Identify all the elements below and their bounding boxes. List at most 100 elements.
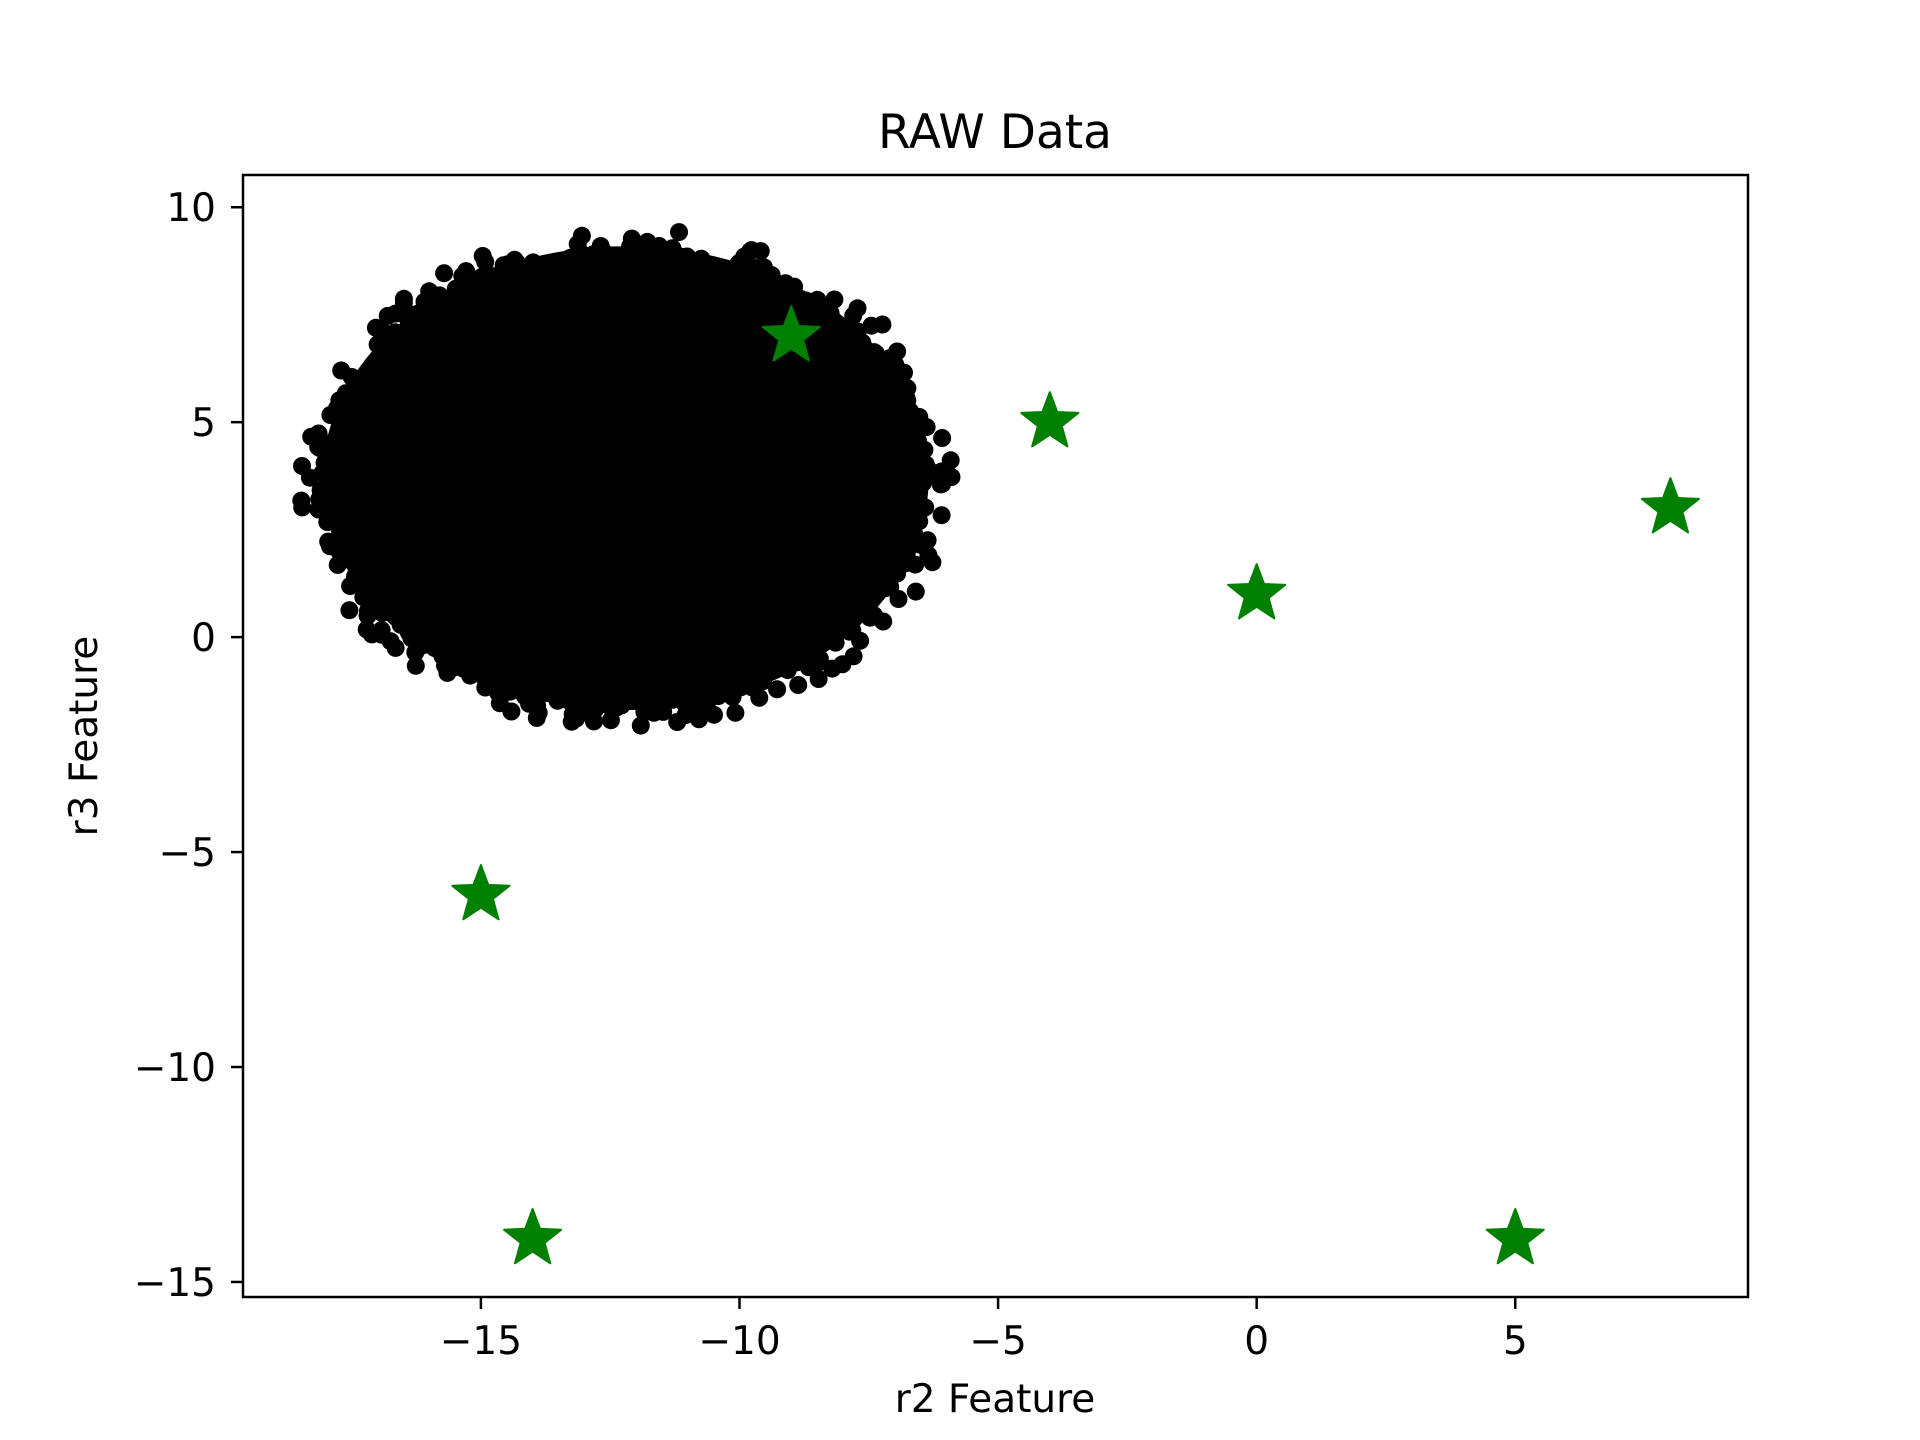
cluster-point: [300, 468, 319, 487]
cluster-point: [898, 379, 917, 398]
y-tick-label: −15: [134, 1261, 216, 1306]
cluster-point: [862, 316, 881, 335]
cluster-point: [852, 569, 871, 588]
cluster-point: [354, 536, 373, 555]
cluster-point: [736, 289, 755, 308]
cluster-point: [597, 257, 616, 276]
cluster-point: [631, 679, 650, 698]
cluster-point: [340, 475, 358, 494]
star-point: [1020, 391, 1080, 448]
cluster-point: [584, 712, 603, 731]
cluster-point: [797, 617, 816, 636]
cluster-point: [373, 341, 392, 360]
cluster-point: [941, 451, 960, 470]
cluster-point: [891, 401, 910, 420]
cluster-point: [670, 223, 688, 242]
cluster-point: [446, 279, 465, 298]
cluster-point: [410, 594, 429, 613]
cluster-point: [438, 626, 457, 645]
cluster-point: [887, 556, 905, 575]
cluster-point: [783, 625, 802, 644]
cluster-point: [813, 329, 832, 348]
plot-area: [292, 223, 1700, 1265]
y-tick-label: 0: [191, 616, 216, 661]
cluster-point: [330, 543, 349, 562]
cluster-point: [767, 645, 786, 664]
cluster-point: [677, 664, 696, 683]
cluster-point: [690, 696, 709, 715]
cluster-point: [533, 272, 552, 291]
cluster-point: [328, 399, 346, 418]
cluster-point: [467, 299, 486, 318]
cluster-point: [402, 626, 421, 645]
cluster-point: [852, 335, 871, 354]
cluster-point: [729, 254, 748, 273]
cluster-point: [622, 229, 641, 248]
cluster-point: [833, 655, 852, 674]
cluster-point: [729, 651, 748, 670]
cluster-point: [836, 354, 855, 373]
cluster-point: [734, 271, 753, 289]
x-tick-label: −15: [440, 1319, 522, 1364]
cluster-point: [569, 262, 588, 281]
cluster-point: [883, 371, 902, 390]
star-point: [761, 305, 821, 362]
cluster-point: [776, 274, 795, 293]
cluster-point: [494, 256, 513, 275]
cluster-point: [431, 611, 450, 630]
cluster-point: [315, 453, 334, 472]
cluster-point: [340, 601, 359, 620]
cluster-point: [870, 553, 888, 572]
cluster-point: [358, 503, 377, 521]
cluster-point: [361, 368, 380, 387]
cluster-point: [548, 691, 567, 710]
cluster-point: [839, 597, 858, 616]
cluster-point: [498, 670, 517, 688]
cluster-point: [343, 518, 362, 537]
cluster-point: [462, 274, 481, 293]
cluster-point: [751, 242, 770, 261]
cluster-point: [933, 429, 952, 447]
cluster-point: [387, 575, 406, 594]
cluster-point: [382, 373, 401, 392]
cluster-point: [883, 527, 902, 546]
cluster-core: [322, 246, 929, 710]
cluster-point: [706, 681, 725, 700]
x-tick-label: −5: [969, 1319, 1027, 1364]
cluster-point: [889, 590, 908, 608]
cluster-point: [611, 261, 630, 279]
cluster-point: [808, 629, 827, 648]
cluster-point: [529, 703, 548, 722]
cluster-point: [825, 290, 844, 309]
cluster-point: [688, 264, 707, 283]
cluster-point: [631, 716, 650, 735]
cluster-point: [637, 249, 656, 268]
plot-frame: [241, 173, 1750, 1299]
cluster-point: [872, 393, 891, 412]
cluster-point: [877, 574, 896, 593]
cluster-point: [445, 315, 464, 334]
cluster-point: [666, 687, 685, 706]
cluster-point: [435, 264, 454, 283]
cluster-point: [551, 271, 570, 290]
cluster-point: [754, 672, 772, 691]
cluster-point: [646, 683, 665, 702]
cluster-point: [668, 713, 687, 731]
x-tick-label: 5: [1503, 1319, 1528, 1364]
x-tick-label: −10: [698, 1319, 780, 1364]
cluster-point: [856, 594, 875, 613]
cluster-point: [527, 667, 545, 686]
cluster-point: [919, 546, 938, 565]
cluster-point: [302, 427, 321, 446]
cluster-point: [690, 673, 709, 692]
cluster-point: [406, 643, 425, 662]
cluster-point: [865, 407, 884, 425]
cluster-point: [890, 458, 909, 477]
cluster-point: [362, 625, 381, 644]
cluster-point: [366, 403, 385, 422]
cluster-point: [568, 235, 587, 254]
cluster-point: [821, 599, 840, 618]
cluster-point: [362, 561, 381, 580]
star-point: [503, 1207, 563, 1265]
